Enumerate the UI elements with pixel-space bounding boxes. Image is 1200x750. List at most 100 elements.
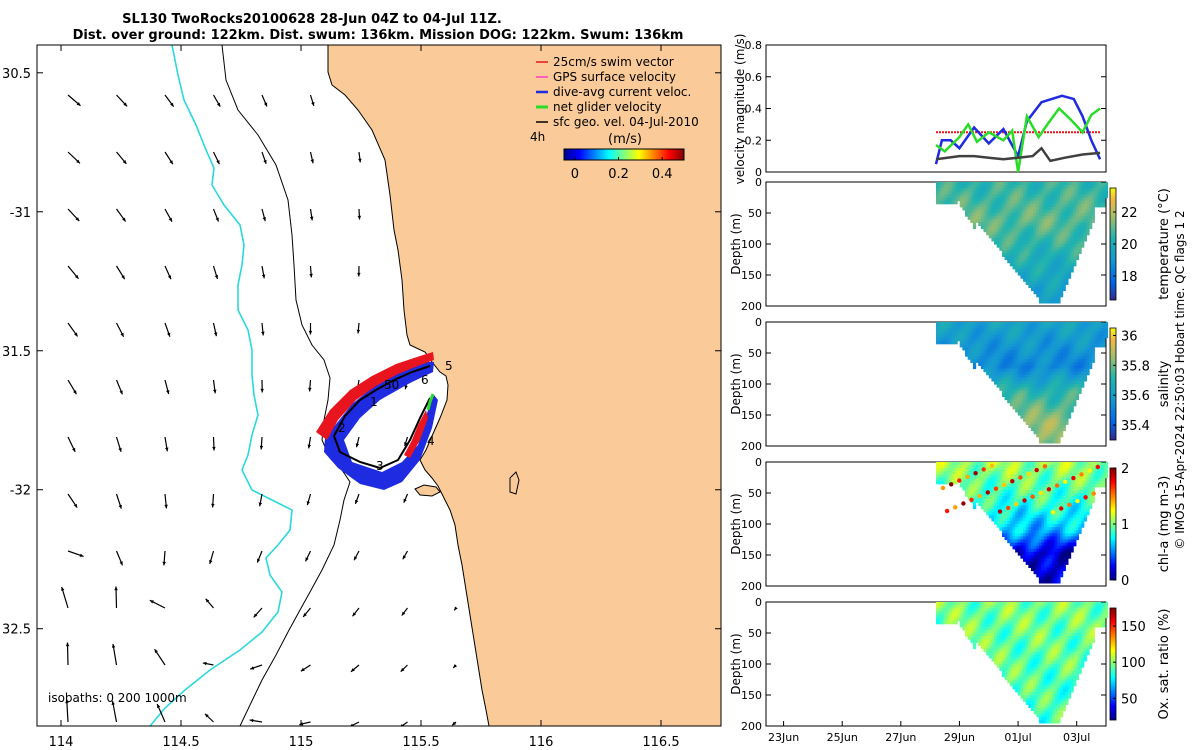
depth-ytick-label: 50 — [748, 347, 762, 360]
velocity-arrow — [115, 493, 122, 509]
imos-credit: © IMOS 15-Apr-2024 22:50:03 Hobart time.… — [1173, 210, 1187, 549]
colorbar-tick-label: 18 — [1121, 270, 1138, 285]
map-legend: 25cm/s swim vector GPS surface velocity … — [530, 55, 699, 182]
map-xtick-label: 114 — [49, 735, 74, 750]
velocity-timeseries-panel: 0 0.2 0.4 0.6 0.8 velocity magnitude (m/s) — [733, 34, 1107, 184]
velocity-arrow — [259, 436, 264, 450]
velocity-arrow — [115, 436, 122, 452]
chl-sample-point — [1059, 506, 1064, 511]
section-panel-ox: 0 50 100 150 200 Depth (m) 50 100 150 Ox. sat. ra… — [729, 596, 1172, 733]
velocity-arrow — [400, 721, 408, 726]
map-ytick-label: -31 — [10, 206, 31, 221]
colorbar-title: (m/s) — [608, 132, 642, 147]
track-label-6: 6 — [421, 373, 429, 387]
velocity-arrow — [205, 598, 214, 609]
time-tick-label: 23Jun — [768, 731, 799, 744]
velocity-arrow — [111, 700, 118, 723]
velocity-arrow — [115, 379, 123, 395]
depth-ytick-label: 200 — [741, 720, 762, 733]
velocity-arrow — [212, 265, 219, 280]
chl-sample-point — [1014, 502, 1019, 507]
velocity-arrow — [212, 151, 220, 165]
chl-sample-point — [1018, 475, 1023, 480]
depth-ytick-label: 50 — [748, 207, 762, 220]
velocity-arrow — [164, 208, 173, 223]
velocity-arrow — [249, 664, 263, 670]
velocity-arrow — [356, 322, 361, 334]
legend-sfc-geo-label: sfc geo. vel. 04-Jul-2010 — [553, 115, 699, 129]
colorbar-tick-label: 36 — [1121, 329, 1138, 344]
time-axis: 23Jun 25Jun 27Jun 29Jun 01Jul 03Jul — [768, 721, 1090, 744]
velocity-arrow — [164, 151, 174, 165]
chl-sample-point — [1010, 479, 1015, 484]
isobath-label: isobaths: 0 200 1000m — [48, 691, 187, 705]
depth-ytick-label: 0 — [755, 596, 762, 609]
velocity-arrow — [67, 493, 78, 509]
colorbar-tick-label: 2 — [1121, 462, 1129, 477]
chl-sample-point — [1026, 471, 1031, 476]
chl-sample-point — [1075, 498, 1080, 504]
velocity-arrow — [212, 322, 218, 337]
colorbar-tick-label: 35.6 — [1121, 389, 1150, 404]
depth-ytick-label: 150 — [741, 269, 762, 282]
net-glider-velocity-segment — [426, 393, 435, 411]
dive-avg-current-band — [324, 362, 438, 490]
depth-ytick-label: 200 — [741, 580, 762, 593]
chl-sample-point — [1054, 483, 1060, 488]
speed-colorbar-tick-label: 0.4 — [652, 167, 673, 182]
colorbar-tick-label: 22 — [1121, 206, 1138, 221]
velocity-arrow — [164, 265, 172, 280]
velocity-arrow — [261, 208, 266, 222]
chl-sample-point — [969, 497, 974, 502]
island — [414, 484, 441, 497]
velocity-arrow — [164, 322, 171, 337]
section-panel-temperature: 0 50 100 150 200 Depth (m) 18 20 22 temperature (… — [729, 176, 1172, 313]
map-xtick-label: 116 — [529, 735, 554, 750]
isobath-1000m — [149, 45, 293, 726]
map-xtick-label: 115.5 — [402, 735, 439, 750]
time-tick-label: 29Jun — [944, 731, 975, 744]
velocity-ytick-label: 0.6 — [745, 71, 763, 84]
chl-sample-point — [1087, 468, 1092, 473]
section-cells — [936, 602, 1109, 724]
velocity-arrow — [261, 265, 266, 279]
depth-ytick-label: 150 — [741, 549, 762, 562]
track-label-3: 3 — [376, 459, 384, 473]
depth-ylabel: Depth (m) — [729, 493, 743, 554]
chl-sample-point — [940, 485, 946, 491]
velocity-arrow — [258, 493, 263, 507]
chl-sample-point — [1091, 491, 1096, 496]
chl-sample-point — [944, 508, 950, 514]
time-tick-label: 01Jul — [1004, 731, 1031, 744]
colorbar-tick-label: 1 — [1121, 518, 1129, 533]
velocity-arrow — [67, 436, 76, 453]
velocity-arrow — [404, 436, 409, 447]
chl-sample-point — [1050, 510, 1056, 515]
chl-sample-point — [1095, 464, 1101, 470]
velocity-arrow — [164, 94, 175, 108]
chl-sample-point — [1071, 475, 1076, 481]
speed-colorbar — [563, 148, 685, 161]
velocity-arrow — [350, 664, 360, 673]
velocity-arrow — [114, 586, 118, 609]
depth-ytick-label: 100 — [741, 658, 762, 671]
section-colorbar — [1109, 607, 1117, 721]
depth-ytick-label: 50 — [748, 627, 762, 640]
velocity-arrow — [306, 493, 312, 506]
velocity-ytick-label: 0.2 — [745, 134, 763, 147]
map-xtick-label: 114.5 — [162, 735, 199, 750]
velocity-arrow — [302, 607, 311, 618]
velocity-arrow — [61, 586, 69, 609]
velocity-arrow — [154, 648, 166, 666]
velocity-arrow — [261, 94, 268, 107]
depth-ylabel: Depth (m) — [729, 633, 743, 694]
time-tick-label: 03Jul — [1063, 731, 1090, 744]
track-label-5: 5 — [445, 359, 453, 373]
velocity-arrow — [300, 664, 311, 672]
velocity-arrow — [402, 550, 409, 560]
velocity-arrow — [202, 661, 214, 666]
colorbar-tick-label: 35.8 — [1121, 359, 1150, 374]
swim-vector-band-right — [404, 410, 428, 458]
chl-sample-point — [989, 463, 995, 468]
surface-velocity-arrows — [61, 94, 458, 726]
